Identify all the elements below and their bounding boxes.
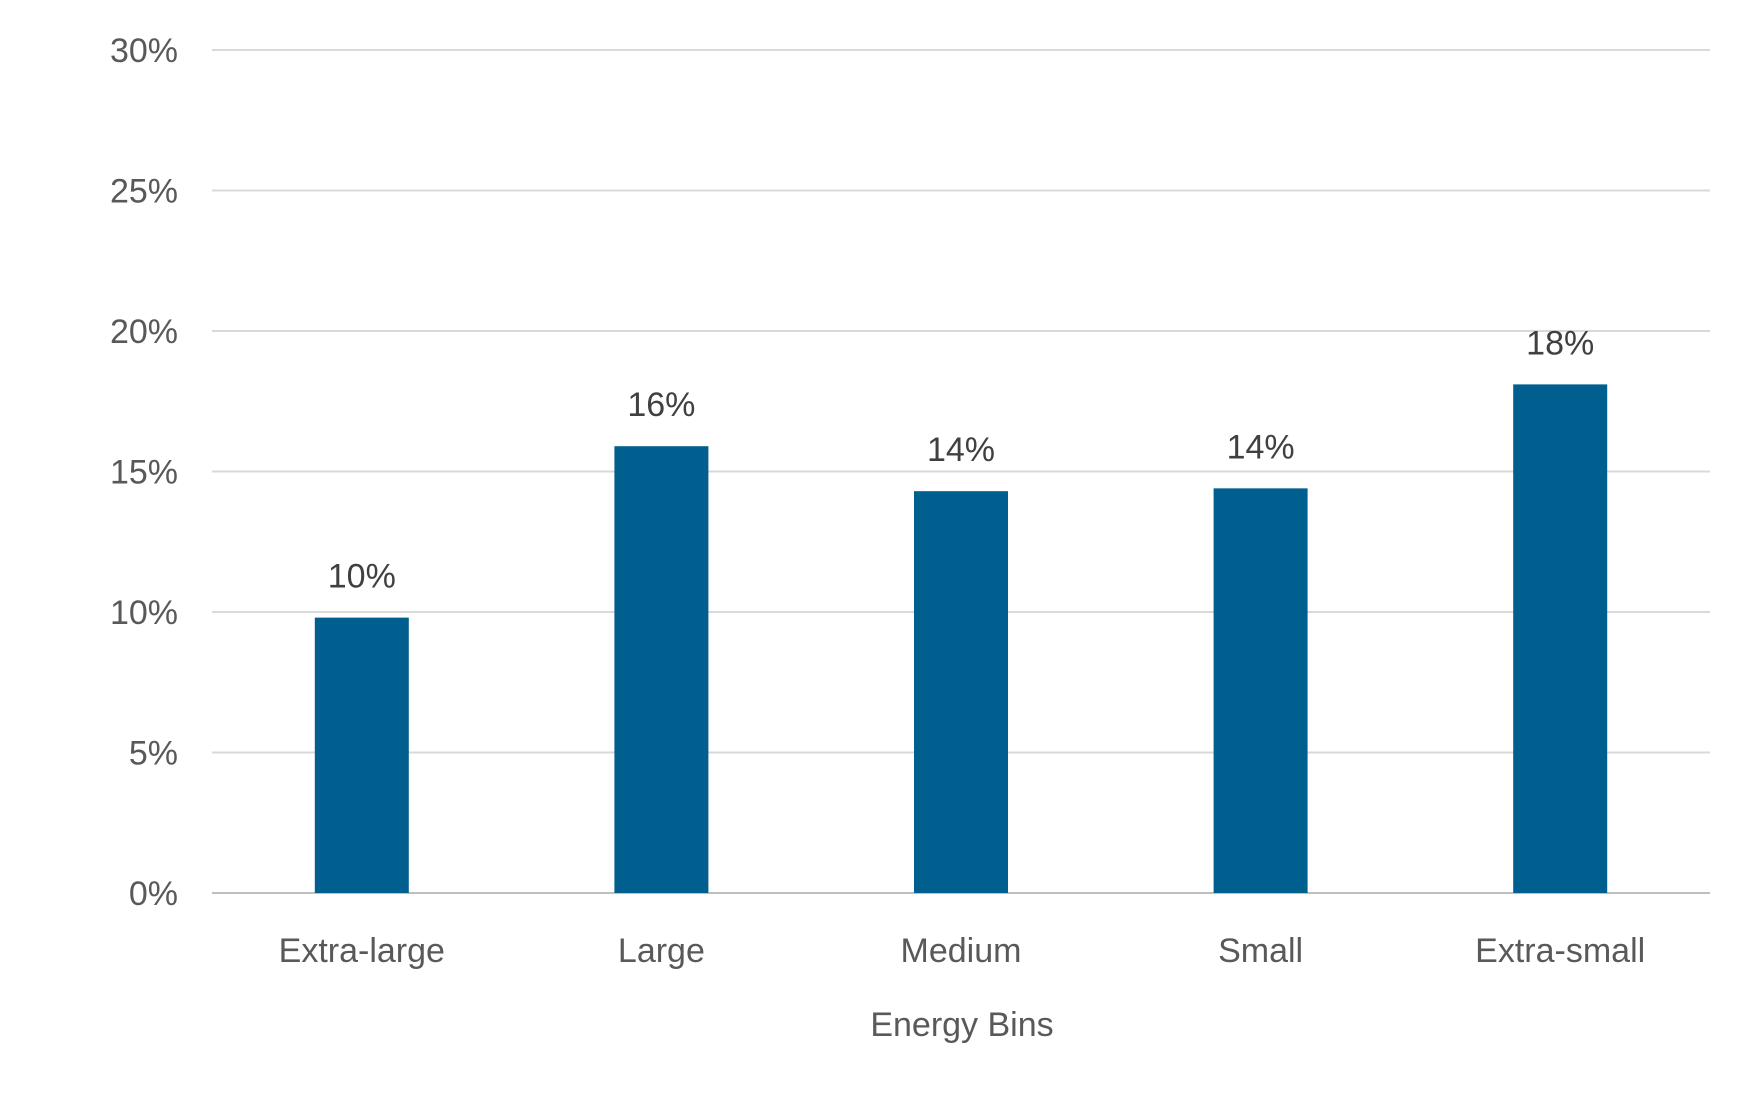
y-tick-label: 10% bbox=[110, 594, 178, 632]
data-label: 16% bbox=[627, 386, 695, 424]
bar-small bbox=[1213, 488, 1308, 893]
y-tick-label: 15% bbox=[110, 454, 178, 492]
y-tick-label: 25% bbox=[110, 173, 178, 211]
x-tick-label: Extra-large bbox=[279, 932, 445, 970]
x-tick-label: Small bbox=[1218, 932, 1303, 970]
y-tick-label: 20% bbox=[110, 313, 178, 351]
y-tick-label: 30% bbox=[110, 32, 178, 70]
x-axis-title: Energy Bins bbox=[870, 1006, 1053, 1044]
bar-extra-small bbox=[1513, 384, 1608, 893]
data-label: 18% bbox=[1526, 324, 1594, 362]
x-axis-tick-labels: Extra-large Large Medium Small Extra-small bbox=[279, 932, 1646, 970]
y-axis-tick-labels: 0% 5% 10% 15% 20% 25% 30% bbox=[110, 32, 178, 913]
bars bbox=[314, 384, 1608, 893]
y-tick-label: 0% bbox=[129, 875, 178, 913]
bar-large bbox=[614, 446, 709, 893]
x-tick-label: Extra-small bbox=[1475, 932, 1645, 970]
y-tick-label: 5% bbox=[129, 735, 178, 773]
x-tick-label: Medium bbox=[901, 932, 1022, 970]
data-label: 10% bbox=[328, 558, 396, 596]
x-tick-label: Large bbox=[618, 932, 705, 970]
bar-extra-large bbox=[314, 617, 409, 893]
data-label: 14% bbox=[927, 431, 995, 469]
data-labels: 10% 16% 14% 14% 18% bbox=[328, 324, 1594, 595]
bar-medium bbox=[914, 491, 1008, 893]
data-label: 14% bbox=[1227, 428, 1295, 466]
